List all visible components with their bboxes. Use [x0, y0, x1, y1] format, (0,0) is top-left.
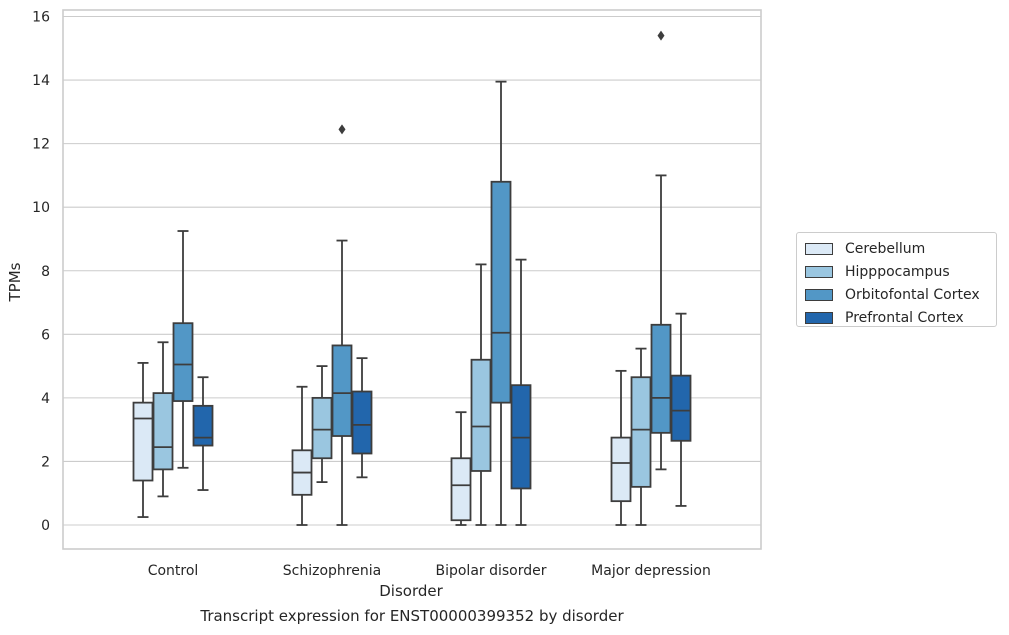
y-tick-label: 4: [41, 391, 50, 407]
y-tick-label: 16: [32, 10, 50, 26]
legend-label: Hipppocampus: [845, 263, 950, 280]
box-iqr: [650, 323, 672, 434]
y-tick-label: 6: [41, 327, 50, 343]
y-tick-label: 2: [41, 454, 50, 470]
y-axis-ticks: 0 2 4 6 8 10 12 14 16: [32, 10, 50, 535]
legend-swatch: [805, 242, 833, 255]
box-prefrontal-cortex: [192, 376, 214, 491]
legend-swatch: [805, 311, 833, 324]
outlier-point: [338, 124, 346, 135]
x-axis-ticks: Control Schizophrenia Bipolar disorder Majo…: [148, 563, 711, 579]
legend-swatch: [805, 288, 833, 301]
box-cerebellum: [132, 362, 154, 518]
legend-label: Cerebellum: [845, 240, 926, 257]
chart-caption: Transcript expression for ENST0000039935…: [200, 607, 624, 625]
y-axis-label: TPMs: [6, 262, 24, 302]
box-prefrontal-cortex: [670, 312, 692, 507]
legend-item: Hipppocampus: [805, 260, 996, 283]
box-orbitofontal-cortex: [650, 30, 672, 471]
legend-label: Prefrontal Cortex: [845, 309, 964, 326]
legend-item: Orbitofontal Cortex: [805, 283, 996, 306]
y-tick-label: 0: [41, 518, 50, 534]
x-tick-label: Bipolar disorder: [435, 563, 546, 579]
box-iqr: [132, 401, 154, 482]
box-hipppocampus: [630, 347, 652, 526]
outlier-point: [657, 30, 665, 41]
box-iqr: [351, 390, 373, 455]
plot-border: [62, 9, 762, 550]
x-tick-label: Control: [148, 563, 199, 579]
y-tick-label: 8: [41, 264, 50, 280]
box-prefrontal-cortex: [351, 357, 373, 479]
box-iqr: [450, 457, 472, 522]
y-tick-label: 14: [32, 73, 50, 89]
box-iqr: [152, 392, 174, 471]
box-iqr: [331, 344, 353, 437]
box-plot-series: [132, 30, 692, 526]
box-iqr: [490, 180, 512, 404]
box-iqr: [172, 322, 194, 402]
box-hipppocampus: [152, 341, 174, 498]
x-axis-label: Disorder: [379, 582, 443, 600]
plot-frame: [62, 9, 762, 550]
box-iqr: [311, 396, 333, 460]
box-cerebellum: [450, 411, 472, 526]
box-orbitofontal-cortex: [331, 124, 353, 526]
box-iqr: [192, 404, 214, 447]
legend-item: Cerebellum: [805, 237, 996, 260]
legend-swatch: [805, 265, 833, 278]
box-iqr: [470, 358, 492, 472]
box-hipppocampus: [311, 365, 333, 483]
box-orbitofontal-cortex: [490, 80, 512, 526]
box-hipppocampus: [470, 263, 492, 526]
box-cerebellum: [610, 369, 632, 526]
box-iqr: [630, 376, 652, 488]
box-cerebellum: [291, 385, 313, 526]
legend-label: Orbitofontal Cortex: [845, 286, 980, 303]
box-prefrontal-cortex: [510, 258, 532, 526]
y-tick-label: 10: [32, 200, 50, 216]
y-tick-label: 12: [32, 137, 50, 153]
x-tick-label: Major depression: [591, 563, 711, 579]
box-iqr: [610, 436, 632, 503]
box-orbitofontal-cortex: [172, 230, 194, 469]
legend-item: Prefrontal Cortex: [805, 306, 996, 329]
legend: Cerebellum Hipppocampus Orbitofontal Corte…: [796, 232, 997, 327]
box-iqr: [670, 374, 692, 442]
x-tick-label: Schizophrenia: [283, 563, 381, 579]
